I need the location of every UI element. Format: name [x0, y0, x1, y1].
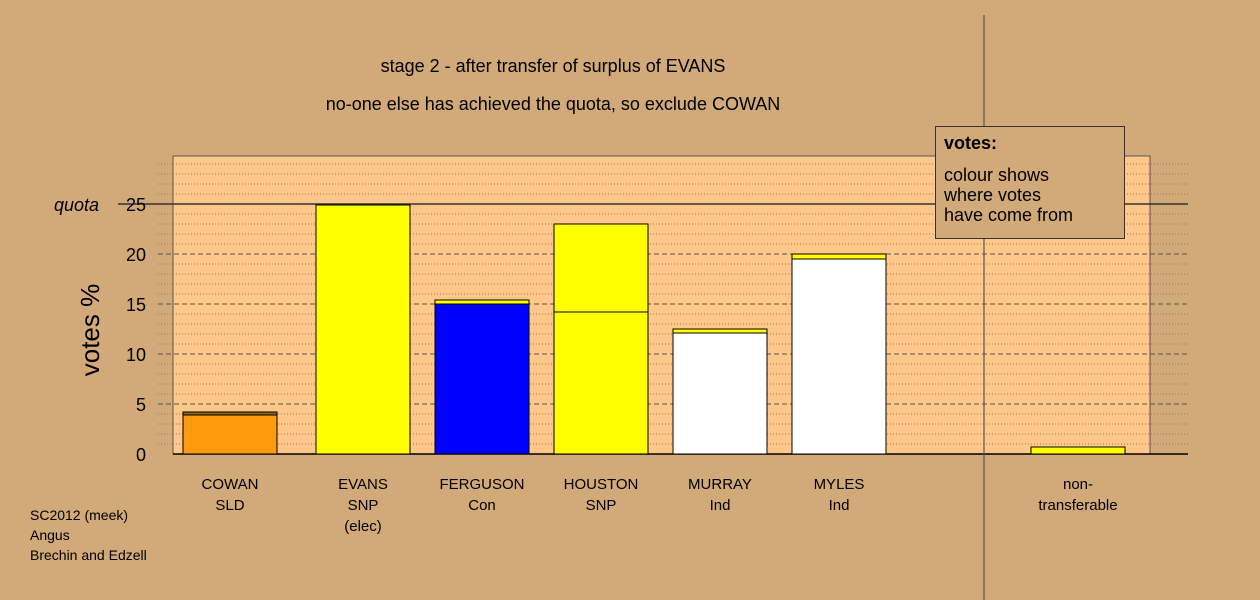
y-tick-label: 5: [136, 395, 146, 415]
category-label: SNP: [348, 497, 379, 514]
bar-segment: [1030, 446, 1126, 455]
category-label: EVANS: [338, 476, 388, 493]
bar-segment: [434, 299, 530, 305]
bar-segment: [182, 414, 278, 455]
footer-source: SC2012 (meek): [30, 507, 129, 523]
category-label: transferable: [1038, 497, 1117, 514]
bar-segment: [553, 223, 649, 313]
footer-ward: Brechin and Edzell: [30, 547, 147, 563]
category-label: FERGUSON: [439, 476, 524, 493]
bar-segment: [315, 204, 411, 455]
chart-title: stage 2 - after transfer of surplus of E…: [381, 56, 726, 76]
y-tick-label: 0: [136, 445, 146, 465]
legend-line-1: colour shows: [944, 165, 1050, 185]
category-label: MYLES: [814, 476, 865, 493]
category-label: MURRAY: [688, 476, 752, 493]
category-label: Con: [468, 497, 496, 514]
legend-line-2: where votes: [944, 185, 1042, 205]
category-label: (elec): [344, 518, 382, 535]
bar-segment: [182, 411, 278, 416]
y-tick-label: 15: [126, 295, 146, 315]
legend-heading: votes:: [944, 133, 998, 153]
bar-segment: [553, 311, 649, 455]
y-tick-label: 20: [126, 245, 146, 265]
bar-segment: [672, 328, 768, 334]
category-label: SNP: [586, 497, 617, 514]
category-label: SLD: [215, 497, 244, 514]
y-tick-label: 10: [126, 345, 146, 365]
category-label: Ind: [829, 497, 850, 514]
bar-segment: [791, 253, 887, 260]
chart-subtitle: no-one else has achieved the quota, so e…: [326, 94, 781, 114]
legend-line-3: have come from: [944, 205, 1074, 225]
category-label: HOUSTON: [564, 476, 639, 493]
y-axis-title: votes %: [75, 284, 105, 377]
quota-label: quota: [54, 195, 99, 215]
category-label: non-: [1063, 476, 1093, 493]
bar-segment: [434, 303, 530, 455]
bar-segment: [791, 258, 887, 455]
category-label: COWAN: [202, 476, 259, 493]
legend-box: votes: colour shows where votes have com…: [935, 126, 1125, 239]
y-tick-label: 25: [126, 195, 146, 215]
footer-council: Angus: [30, 527, 70, 543]
bar-segment: [672, 332, 768, 455]
category-label: Ind: [710, 497, 731, 514]
